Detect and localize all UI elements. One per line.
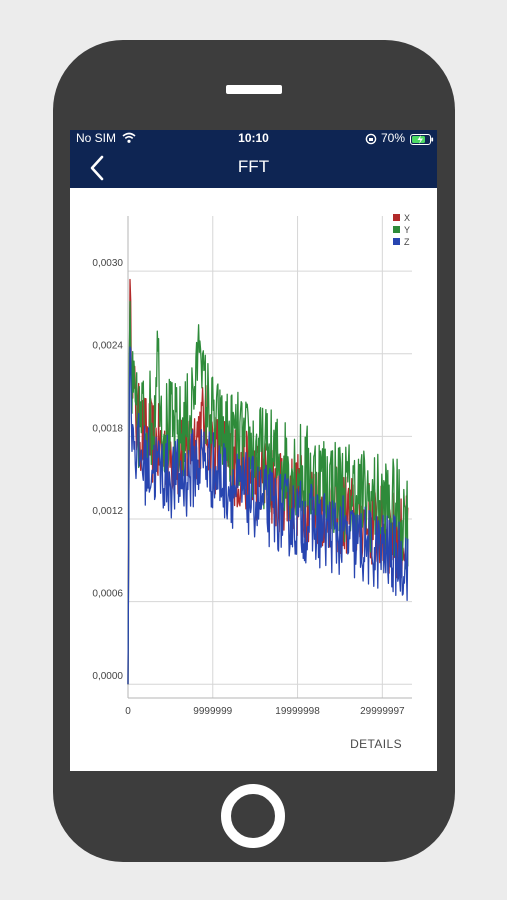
details-button[interactable]: DETAILS	[350, 737, 402, 751]
y-tick-label: 0,0018	[92, 423, 123, 434]
wifi-icon	[122, 131, 136, 149]
legend-label-y: Y	[404, 225, 410, 235]
page-title: FFT	[237, 157, 270, 176]
battery-icon	[410, 132, 434, 150]
phone-speaker	[226, 85, 282, 94]
status-battery-percent: 70%	[381, 131, 406, 145]
legend-label-x: X	[404, 213, 410, 223]
back-button[interactable]	[86, 154, 112, 182]
y-tick-label: 0,0012	[92, 506, 123, 517]
legend-label-z: Z	[404, 237, 410, 247]
chevron-left-icon	[90, 155, 104, 181]
y-tick-label: 0,0000	[92, 671, 123, 682]
x-tick-label: 0	[125, 706, 131, 717]
phone-screen: No SIM 10:10 70%	[70, 130, 437, 771]
y-tick-label: 0,0024	[92, 341, 123, 352]
home-button[interactable]	[221, 784, 285, 848]
fft-chart: 0,0000 0,0006 0,0012 0,0018 0,0024 0,0030 0 999…	[92, 213, 412, 717]
legend-swatch-y	[393, 226, 400, 233]
y-tick-label: 0,0006	[92, 589, 123, 600]
rotation-lock-icon	[365, 132, 377, 150]
x-tick-label: 29999997	[360, 706, 405, 717]
legend-swatch-z	[393, 238, 400, 245]
x-tick-label: 9999999	[193, 706, 232, 717]
x-tick-label: 19999998	[275, 706, 320, 717]
status-carrier: No SIM	[76, 131, 117, 145]
legend-swatch-x	[393, 214, 400, 221]
series-line-z	[127, 346, 409, 685]
y-tick-label: 0,0030	[92, 258, 123, 269]
status-time: 10:10	[238, 131, 269, 145]
app-bar: No SIM 10:10 70%	[70, 130, 437, 188]
